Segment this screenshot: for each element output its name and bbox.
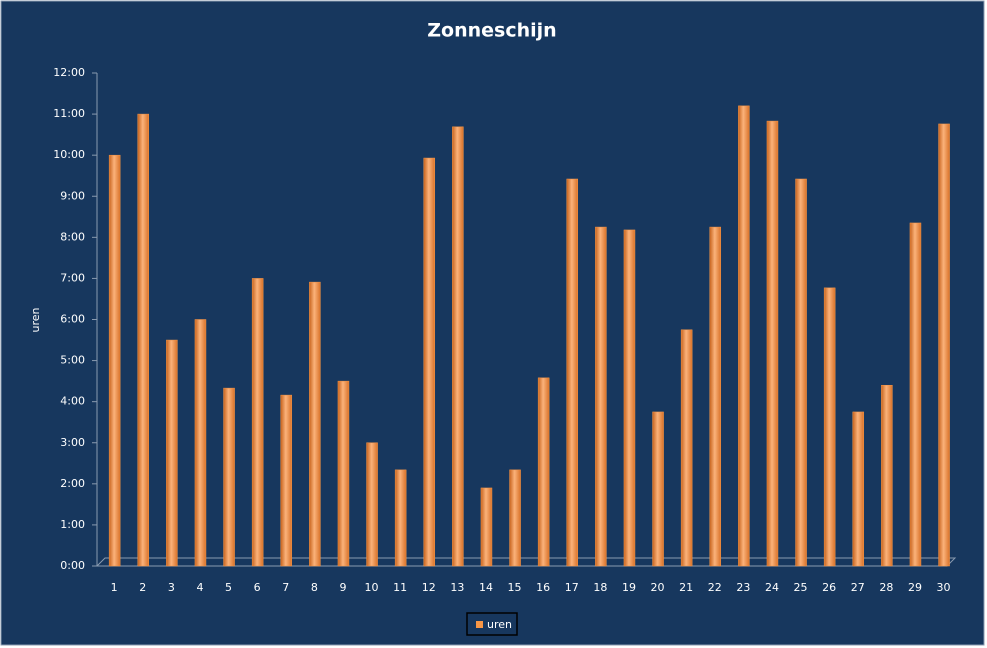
y-tick-label: 3:00 xyxy=(60,436,85,449)
x-tick-label: 29 xyxy=(908,581,922,594)
y-tick-label: 1:00 xyxy=(60,518,85,531)
x-tick-label: 12 xyxy=(422,581,436,594)
bar xyxy=(480,487,493,567)
bar xyxy=(137,113,150,567)
bar xyxy=(452,126,464,567)
bar xyxy=(166,339,178,567)
bar xyxy=(766,120,779,567)
x-tick-label: 26 xyxy=(822,581,836,594)
bar xyxy=(366,442,378,567)
y-tick-label: 0:00 xyxy=(60,559,85,572)
bar xyxy=(595,226,607,567)
bar xyxy=(537,377,550,567)
y-tick-label: 5:00 xyxy=(60,354,85,367)
bar xyxy=(852,411,865,567)
bar xyxy=(108,154,121,567)
chart-title: Zonneschijn xyxy=(427,20,556,42)
legend-swatch xyxy=(476,621,483,628)
y-tick-label: 6:00 xyxy=(60,313,85,326)
bar xyxy=(337,380,350,567)
x-tick-label: 1 xyxy=(111,581,118,594)
y-tick-label: 8:00 xyxy=(60,230,85,243)
bar xyxy=(909,222,922,567)
y-tick-label: 9:00 xyxy=(60,189,85,202)
y-axis-title: uren xyxy=(29,307,42,332)
x-tick-label: 11 xyxy=(393,581,407,594)
x-tick-label: 23 xyxy=(736,581,750,594)
bar xyxy=(738,105,750,567)
x-tick-label: 20 xyxy=(651,581,665,594)
x-tick-label: 2 xyxy=(139,581,146,594)
y-tick-label: 12:00 xyxy=(53,66,85,79)
y-tick-label: 7:00 xyxy=(60,271,85,284)
bar xyxy=(423,157,436,567)
bar xyxy=(566,178,579,567)
bar xyxy=(680,329,693,567)
y-tick-label: 10:00 xyxy=(53,148,85,161)
bar xyxy=(394,469,407,567)
x-tick-label: 5 xyxy=(225,581,232,594)
x-tick-label: 13 xyxy=(450,581,464,594)
bar xyxy=(280,394,293,567)
bar xyxy=(509,469,521,567)
bar xyxy=(823,287,836,567)
x-tick-label: 15 xyxy=(508,581,522,594)
x-tick-label: 21 xyxy=(679,581,693,594)
x-tick-label: 14 xyxy=(479,581,493,594)
x-tick-label: 16 xyxy=(536,581,550,594)
bar xyxy=(795,178,807,567)
y-tick-label: 2:00 xyxy=(60,477,85,490)
y-tick-label: 11:00 xyxy=(53,107,85,120)
y-tick-label: 4:00 xyxy=(60,395,85,408)
x-tick-label: 24 xyxy=(765,581,779,594)
x-tick-label: 10 xyxy=(365,581,379,594)
x-tick-label: 28 xyxy=(879,581,893,594)
bar xyxy=(623,229,636,567)
x-tick-label: 3 xyxy=(168,581,175,594)
bar xyxy=(881,384,893,567)
x-tick-label: 6 xyxy=(254,581,261,594)
x-tick-label: 19 xyxy=(622,581,636,594)
x-tick-label: 8 xyxy=(311,581,318,594)
bar xyxy=(223,387,235,567)
x-tick-label: 17 xyxy=(565,581,579,594)
x-tick-label: 18 xyxy=(593,581,607,594)
x-tick-label: 27 xyxy=(851,581,865,594)
x-tick-label: 9 xyxy=(339,581,346,594)
x-tick-label: 30 xyxy=(937,581,951,594)
bar xyxy=(709,226,722,567)
x-tick-label: 22 xyxy=(708,581,722,594)
bar xyxy=(652,411,664,567)
x-tick-label: 4 xyxy=(196,581,203,594)
legend-label: uren xyxy=(487,618,512,631)
bar xyxy=(251,278,264,567)
legend-box xyxy=(466,612,518,636)
bar xyxy=(938,123,950,567)
x-tick-label: 25 xyxy=(794,581,808,594)
x-tick-label: 7 xyxy=(282,581,289,594)
bar xyxy=(309,281,321,567)
bar xyxy=(194,319,207,567)
